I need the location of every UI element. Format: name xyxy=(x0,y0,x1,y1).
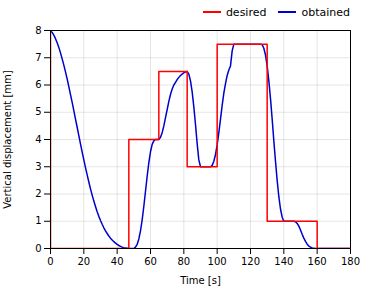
svg-text:0: 0 xyxy=(35,243,41,254)
svg-text:160: 160 xyxy=(308,256,327,267)
svg-text:1: 1 xyxy=(35,215,41,226)
svg-text:80: 80 xyxy=(177,256,190,267)
svg-text:3: 3 xyxy=(35,161,41,172)
svg-text:100: 100 xyxy=(208,256,227,267)
svg-text:40: 40 xyxy=(111,256,124,267)
svg-text:6: 6 xyxy=(35,79,41,90)
svg-text:140: 140 xyxy=(274,256,293,267)
svg-text:0: 0 xyxy=(47,256,53,267)
html-text:desired: desired xyxy=(225,5,267,19)
svg-text:120: 120 xyxy=(241,256,260,267)
svg-text:7: 7 xyxy=(35,52,41,63)
svg-text:8: 8 xyxy=(35,25,41,36)
svg-text:2: 2 xyxy=(35,188,41,199)
svg-text:4: 4 xyxy=(35,134,41,145)
svg-text:Vertical displacement [mm]: Vertical displacement [mm] xyxy=(2,70,13,209)
svg-text:60: 60 xyxy=(144,256,157,267)
svg-text:180: 180 xyxy=(341,256,360,267)
html-text:obtained: obtained xyxy=(301,5,350,19)
svg-text:Time [s]: Time [s] xyxy=(179,275,221,286)
svg-text:5: 5 xyxy=(35,106,41,117)
svg-text:20: 20 xyxy=(77,256,90,267)
